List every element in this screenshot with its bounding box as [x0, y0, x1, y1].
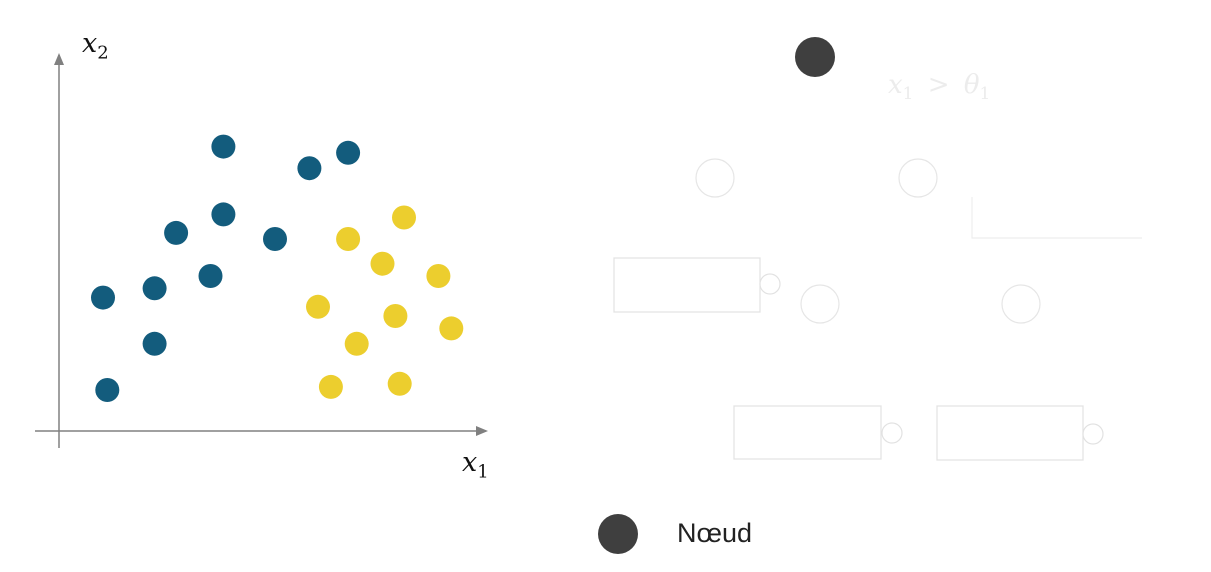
scatter-points — [91, 134, 464, 402]
split-var: x — [888, 70, 903, 100]
scatter-point-series2-8 — [344, 331, 369, 356]
split-threshold: θ — [963, 70, 980, 100]
scatter-point-series2-3 — [370, 251, 395, 276]
scatter-point-series1-5 — [211, 202, 236, 227]
scatter-point-series2-4 — [426, 264, 451, 288]
scatter-point-series1-7 — [91, 285, 115, 310]
leaf-connector-bottom-right — [1082, 423, 1104, 445]
scatter-point-series1-9 — [198, 264, 223, 288]
scatter-point-series1-2 — [297, 156, 322, 181]
leaf-box-bottom-right — [936, 405, 1084, 461]
leaf-connector-bottom-left — [881, 422, 903, 444]
leaf-connector-left — [759, 273, 781, 295]
split-var-sub: 1 — [902, 84, 914, 105]
x-axis-label-sub: 1 — [477, 461, 489, 483]
y-axis-label-var: x — [82, 28, 98, 59]
scatter-point-series1-10 — [142, 331, 167, 356]
tree-node-left — [695, 158, 735, 198]
scatter-point-series1-11 — [95, 378, 120, 402]
scatter-point-series1-8 — [142, 276, 167, 301]
tree-node-left-2 — [800, 284, 840, 324]
faint-leaf-outline — [971, 197, 1142, 239]
scatter-point-series2-2 — [336, 227, 361, 251]
root-node — [795, 37, 835, 77]
scatter-point-series2-7 — [439, 316, 464, 341]
scatter-point-series2-6 — [383, 304, 408, 328]
leaf-box-bottom-left — [733, 405, 882, 460]
x-axis-label: x1 — [462, 447, 489, 482]
scatter-point-series2-10 — [387, 371, 412, 396]
legend-node-marker — [598, 514, 638, 554]
scatter-point-series2-5 — [306, 294, 330, 319]
y-axis-label-sub: 2 — [97, 42, 109, 64]
scatter-point-series2-9 — [318, 374, 343, 399]
split-threshold-sub: 1 — [979, 84, 991, 105]
scatter-point-series1-1 — [211, 134, 236, 159]
scatter-point-series1-3 — [336, 140, 361, 165]
scatter-point-series2-1 — [392, 205, 416, 230]
x-axis-label-var: x — [462, 447, 478, 478]
legend-node-label: Nœud — [677, 518, 753, 548]
scatter-point-series1-4 — [164, 220, 189, 245]
tree-node-right-2 — [1001, 284, 1041, 324]
split-operator: > — [927, 70, 950, 100]
y-axis-label: x2 — [82, 28, 109, 63]
leaf-box-left — [613, 257, 761, 313]
tree-node-right — [898, 158, 938, 198]
scatter-point-series1-6 — [263, 227, 287, 251]
split-condition-label: x1 > θ1 — [888, 70, 990, 104]
